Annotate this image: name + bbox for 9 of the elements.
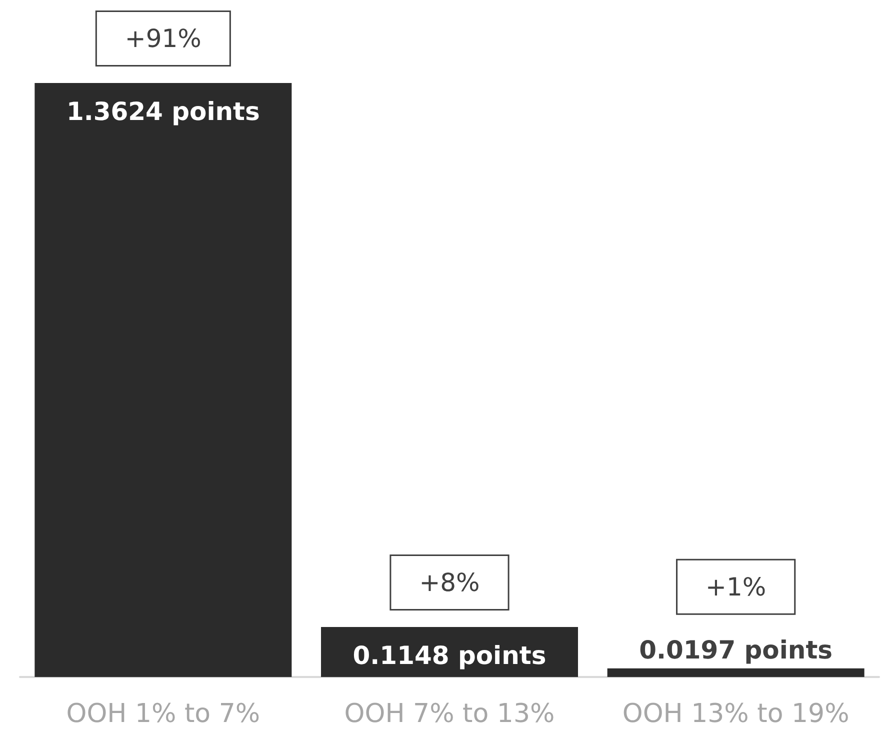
x-tick-label: OOH 7% to 13% — [344, 699, 555, 729]
x-tick-label: OOH 13% to 19% — [622, 699, 850, 729]
data-label: 0.0197 points — [639, 635, 833, 664]
annotation: +8% — [419, 568, 480, 597]
data-label: 1.3624 points — [66, 97, 260, 126]
x-tick-label: OOH 1% to 7% — [66, 699, 260, 729]
annotation: +1% — [706, 572, 766, 602]
data-label: 0.1148 points — [352, 640, 546, 670]
annotation: +91% — [124, 24, 202, 53]
